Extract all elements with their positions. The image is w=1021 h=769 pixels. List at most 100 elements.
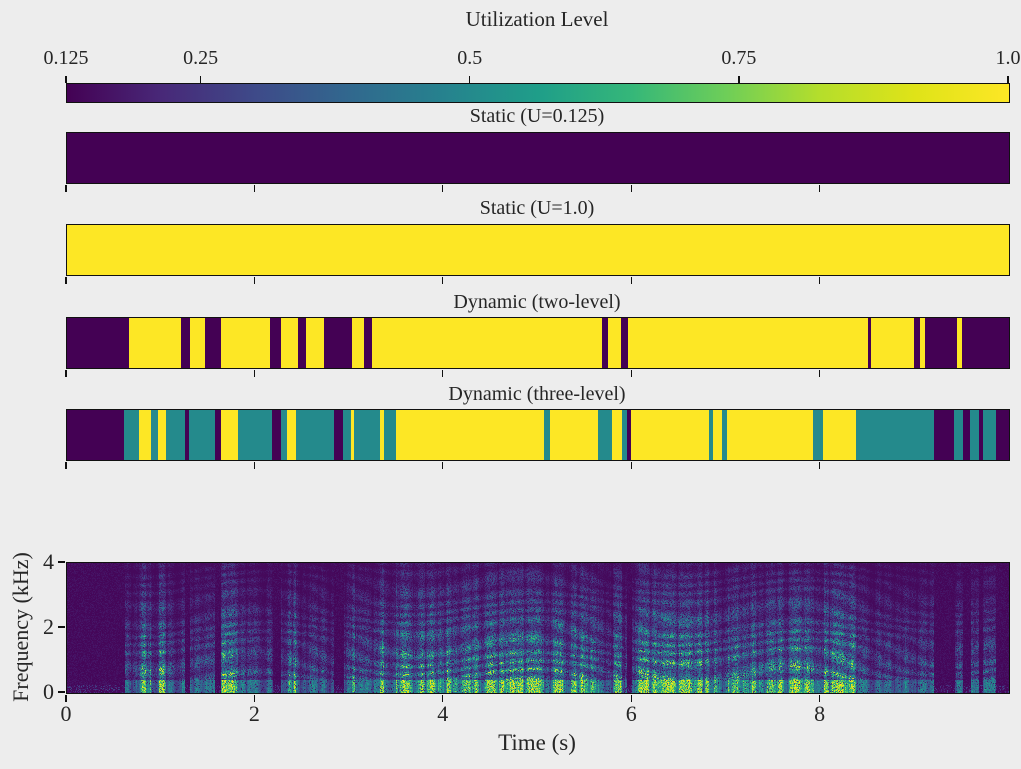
colorbar-tick-label: 0.125 [43,47,89,69]
utilization-segment [727,410,814,460]
x-axis-label: Time (s) [498,730,576,755]
utilization-segment [631,410,710,460]
strip-tick-mark [630,461,632,469]
colorbar-title: Utilization Level [465,7,609,31]
utilization-segment [713,410,723,460]
strip-tick-mark [442,184,444,192]
strip-tick-mark [442,369,444,377]
utilization-segment [237,410,273,460]
utilization-segment [543,410,551,460]
strip-tick-mark [253,184,256,192]
strip-static-10 [66,224,1010,276]
x-tick-label: 8 [814,701,826,726]
y-axis-label: Frequency (kHz) [8,552,33,702]
y-tick-mark [58,691,65,693]
utilization-segment [813,410,824,460]
y-tick-label: 0 [43,679,54,704]
strip-tick-mark [818,461,821,469]
utilization-segment [957,318,963,368]
x-tick-label: 6 [625,701,637,726]
strip-static-0125 [66,132,1010,184]
strip-tick-mark [253,276,256,284]
utilization-segment [626,410,632,460]
utilization-segment [823,410,857,460]
utilization-segment [220,410,239,460]
utilization-segment [165,410,186,460]
utilization-segment [721,410,728,460]
utilization-segment [280,318,299,368]
utilization-segment [954,410,964,460]
utilization-segment [995,410,1009,460]
utilization-segment [280,410,288,460]
utilization-segment [67,133,1009,183]
x-tick-label: 2 [248,701,260,726]
spectrogram-panel [66,562,1010,694]
strip-tick-mark [818,184,821,192]
utilization-segment [867,318,873,368]
strip-tick-mark [442,276,444,284]
utilization-segment [352,318,365,368]
utilization-segment [628,318,869,368]
utilization-segment [933,410,955,460]
utilization-segment [962,410,971,460]
strip-dynamic-two-level [66,317,1010,369]
colorbar-tick-label: 1.0 [995,47,1021,69]
x-tick-mark [253,694,256,702]
strip-tick-mark [65,461,67,469]
utilization-segment [550,410,599,460]
strip-title-static-10: Static (U=1.0) [479,197,595,219]
strip-tick-mark [65,276,67,284]
y-tick-mark [58,626,65,628]
utilization-segment [913,318,921,368]
utilization-segment [871,318,915,368]
utilization-segment [295,410,335,460]
utilization-segment [150,410,159,460]
utilization-segment [708,410,714,460]
strip-title-static-0125: Static (U=0.125) [469,105,605,127]
utilization-segment [978,410,984,460]
strip-tick-mark [253,369,256,377]
x-tick-mark [630,694,632,702]
strip-dynamic-three-level [66,409,1010,461]
utilization-segment [620,318,629,368]
strip-title-dynamic-two-level: Dynamic (two-level) [453,291,621,313]
colorbar-tick-mark [738,76,740,83]
utilization-segment [124,410,140,460]
utilization-segment [190,318,206,368]
x-tick-label: 0 [60,701,72,726]
utilization-segment [138,410,152,460]
utilization-segment [67,225,1009,275]
colorbar-tick-mark [469,76,471,83]
utilization-segment [856,410,935,460]
colorbar-tick-label: 0.25 [183,47,219,69]
utilization-segment [395,410,545,460]
utilization-segment [204,318,222,368]
utilization-segment [297,318,307,368]
strip-tick-mark [65,369,67,377]
utilization-segment [343,410,353,460]
strip-tick-mark [630,369,632,377]
colorbar-tick-label: 0.75 [721,47,757,69]
colorbar-tick-mark [199,76,202,83]
strip-tick-mark [630,184,632,192]
utilization-segment [287,410,297,460]
utilization-segment [67,410,126,460]
utilization-segment [269,318,282,368]
utilization-segment [607,318,622,368]
colorbar-gradient [66,83,1010,103]
utilization-segment [612,410,623,460]
utilization-segment [982,410,997,460]
utilization-segment [354,410,381,460]
x-tick-mark [65,694,67,702]
utilization-segment [184,410,191,460]
utilization-segment [621,410,628,460]
strip-tick-mark [818,276,821,284]
strip-tick-mark [65,184,67,192]
spectrogram-image [67,563,1009,693]
utilization-segment [970,410,980,460]
strip-tick-mark [442,461,444,469]
y-tick-mark [58,561,65,563]
utilization-segment [214,410,222,460]
utilization-segment [189,410,216,460]
utilization-segment [220,318,271,368]
